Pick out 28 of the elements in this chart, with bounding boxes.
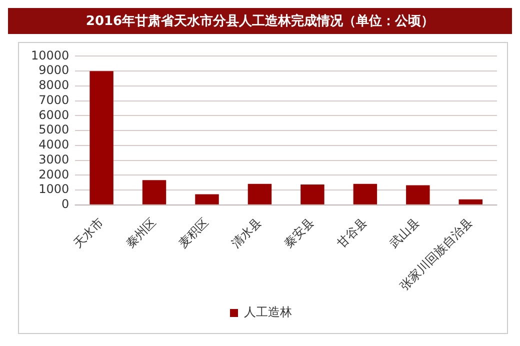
bar <box>248 184 272 204</box>
bar <box>458 199 482 204</box>
bar <box>142 180 166 204</box>
x-tick-label: 麦积区 <box>176 215 212 251</box>
bar <box>195 194 219 204</box>
y-tick-label: 3000 <box>38 152 70 166</box>
y-tick-label: 0 <box>62 197 70 212</box>
x-tick-label: 武山县 <box>386 215 422 251</box>
bar <box>300 184 324 204</box>
x-tick-label: 秦安县 <box>281 215 317 251</box>
y-tick-label: 2000 <box>38 167 70 182</box>
bar <box>353 184 378 204</box>
x-tick-label: 清水县 <box>228 215 264 251</box>
y-tick-label: 4000 <box>38 138 70 152</box>
y-tick-label: 10000 <box>30 48 70 62</box>
y-tick-label: 1000 <box>38 182 70 196</box>
x-tick-label: 天水市 <box>70 215 106 251</box>
y-tick-label: 8000 <box>38 78 70 92</box>
legend-label: 人工造林 <box>244 305 292 320</box>
y-tick-label: 6000 <box>38 108 70 122</box>
y-tick-label: 5000 <box>38 122 70 137</box>
x-tick-label: 甘谷县 <box>334 215 370 251</box>
y-tick-label: 9000 <box>38 63 70 78</box>
chart-title: 2016年甘肃省天水市分县人工造林完成情况（单位：公顷） <box>8 8 512 34</box>
bar <box>90 71 114 204</box>
bar <box>406 185 430 204</box>
y-tick-label: 7000 <box>38 92 70 107</box>
x-tick-label: 秦州区 <box>123 215 159 251</box>
